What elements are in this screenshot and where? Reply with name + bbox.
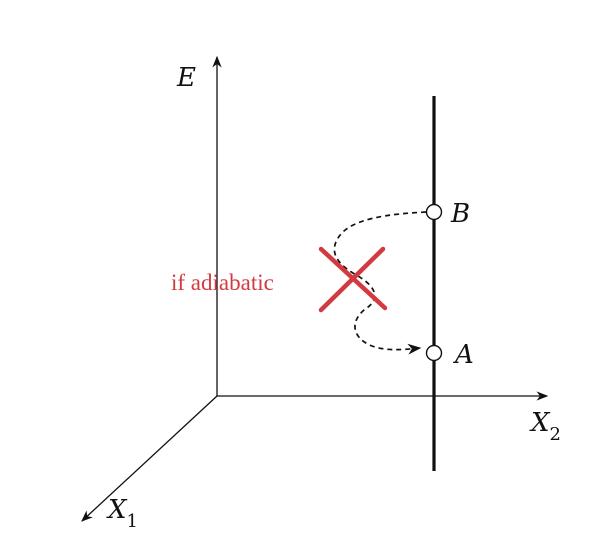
- x2-axis-label-main: X: [529, 408, 551, 438]
- point-a-marker: [425, 344, 443, 362]
- x1-axis: [81, 395, 218, 522]
- point-a-label: A: [453, 340, 474, 370]
- x1-axis-label-main: X: [106, 495, 128, 525]
- x1-axis-label-sub: 1: [127, 511, 138, 532]
- point-b-label: B: [450, 199, 470, 229]
- e-axis-label: E: [176, 63, 196, 93]
- x2-axis-label-sub: 2: [550, 424, 561, 445]
- x2-axis-label: X2: [529, 408, 561, 445]
- forbidden-cross: [318, 246, 388, 313]
- point-b-marker: [425, 203, 443, 221]
- adiabatic-annotation: if adiabatic: [171, 270, 274, 295]
- x1-axis-label: X1: [106, 495, 138, 532]
- dashed-process-path: [333, 211, 427, 355]
